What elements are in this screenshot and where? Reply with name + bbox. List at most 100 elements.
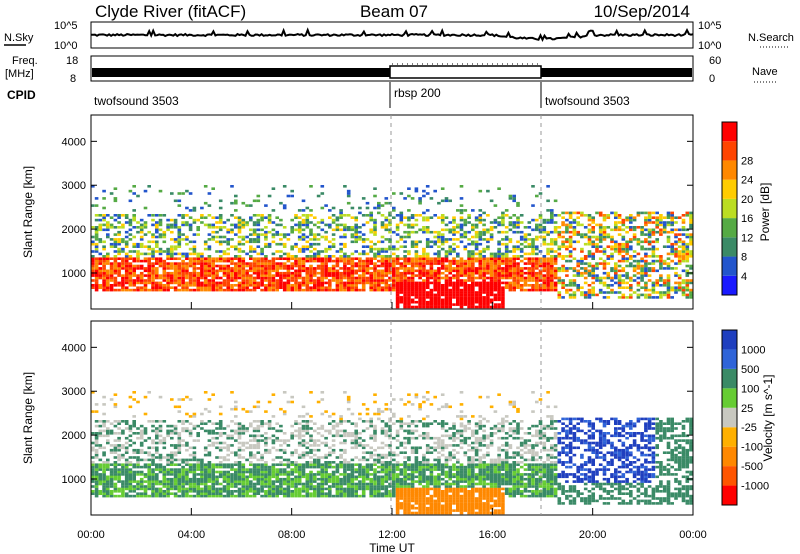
power-cell bbox=[207, 279, 212, 282]
velocity-cell bbox=[170, 456, 174, 459]
power-cell bbox=[474, 230, 479, 234]
power-cell bbox=[377, 247, 381, 251]
power-cell bbox=[234, 247, 238, 251]
velocity-cell bbox=[151, 473, 155, 476]
power-cell bbox=[256, 221, 261, 224]
power-cell bbox=[234, 233, 238, 236]
power-cell bbox=[459, 303, 464, 306]
power-cell bbox=[482, 269, 486, 273]
power-cell bbox=[162, 276, 167, 280]
power-cell bbox=[354, 276, 358, 280]
velocity-cell bbox=[260, 482, 264, 486]
power-cell bbox=[587, 252, 592, 256]
power-cell bbox=[489, 293, 494, 297]
power-cell bbox=[297, 247, 302, 251]
power-cell bbox=[403, 235, 407, 239]
power-cell bbox=[267, 245, 272, 248]
power-cell bbox=[132, 226, 136, 229]
power-cell bbox=[218, 281, 223, 285]
power-cell bbox=[685, 255, 690, 258]
power-cell bbox=[471, 279, 475, 282]
velocity-cell bbox=[158, 429, 163, 433]
power-cell bbox=[504, 255, 509, 258]
velocity-cell bbox=[264, 480, 268, 483]
velocity-cell bbox=[94, 410, 99, 413]
power-cell bbox=[471, 300, 475, 304]
power-cell bbox=[121, 279, 125, 282]
power-cell bbox=[297, 264, 302, 268]
velocity-cell bbox=[200, 463, 204, 466]
power-cell bbox=[136, 281, 140, 285]
power-cell bbox=[177, 274, 182, 277]
power-cell bbox=[504, 214, 509, 217]
velocity-cell bbox=[286, 485, 291, 488]
power-cell bbox=[471, 293, 475, 297]
power-cell bbox=[546, 286, 550, 289]
power-cell bbox=[482, 233, 486, 236]
power-cell bbox=[587, 284, 592, 287]
power-cell bbox=[647, 288, 652, 292]
power-cell bbox=[459, 257, 464, 260]
power-cell bbox=[403, 240, 407, 244]
power-cell bbox=[666, 286, 671, 289]
velocity-cell bbox=[109, 477, 114, 481]
velocity-cell bbox=[185, 427, 189, 430]
velocity-cell bbox=[331, 473, 336, 476]
velocity-cell bbox=[309, 436, 313, 440]
velocity-cell bbox=[188, 468, 193, 471]
power-cell bbox=[651, 262, 656, 265]
power-cell bbox=[459, 235, 464, 239]
power-cell bbox=[181, 255, 185, 258]
power-cell bbox=[124, 286, 129, 289]
power-cell bbox=[275, 269, 279, 273]
velocity-cell bbox=[252, 475, 257, 479]
power-cell bbox=[591, 269, 595, 273]
power-cell bbox=[369, 257, 373, 260]
velocity-cell bbox=[117, 468, 121, 471]
velocity-cell bbox=[121, 473, 125, 476]
velocity-cell bbox=[218, 461, 223, 464]
velocity-cell bbox=[222, 494, 227, 498]
power-cell bbox=[440, 242, 445, 246]
power-cell bbox=[444, 238, 449, 241]
velocity-cell bbox=[271, 427, 276, 430]
power-cell bbox=[196, 228, 200, 232]
velocity-cell bbox=[173, 453, 178, 457]
power-cell bbox=[440, 267, 445, 270]
power-cell bbox=[256, 274, 261, 277]
power-cell bbox=[222, 257, 227, 260]
power-cell bbox=[685, 250, 690, 253]
velocity-cell bbox=[196, 458, 200, 462]
power-cell bbox=[249, 255, 253, 258]
power-cell bbox=[685, 228, 690, 232]
power-cell bbox=[102, 240, 106, 244]
power-cell bbox=[587, 291, 592, 294]
power-cell bbox=[237, 223, 242, 227]
power-cell bbox=[234, 223, 238, 227]
power-cell bbox=[568, 259, 573, 263]
power-cell bbox=[519, 242, 524, 246]
velocity-cell bbox=[124, 480, 129, 483]
power-cell bbox=[504, 242, 509, 246]
velocity-cell bbox=[124, 463, 129, 466]
power-cell bbox=[493, 284, 498, 287]
velocity-cell bbox=[143, 480, 148, 483]
power-cell bbox=[489, 252, 494, 256]
velocity-cell bbox=[260, 477, 264, 481]
power-cell bbox=[237, 216, 242, 219]
power-cell bbox=[388, 267, 392, 270]
velocity-cell bbox=[264, 494, 268, 498]
velocity-cell bbox=[192, 465, 197, 469]
power-cell bbox=[343, 276, 347, 280]
power-cell bbox=[305, 255, 310, 258]
power-cell bbox=[124, 259, 129, 263]
power-cell bbox=[301, 267, 306, 270]
power-cell bbox=[113, 218, 118, 222]
power-cell bbox=[452, 281, 456, 285]
power-cell bbox=[177, 245, 182, 248]
power-cell bbox=[241, 264, 246, 268]
power-cell bbox=[395, 269, 400, 273]
velocity-cell bbox=[124, 441, 129, 445]
power-cell bbox=[132, 216, 136, 219]
power-cell bbox=[279, 262, 283, 265]
